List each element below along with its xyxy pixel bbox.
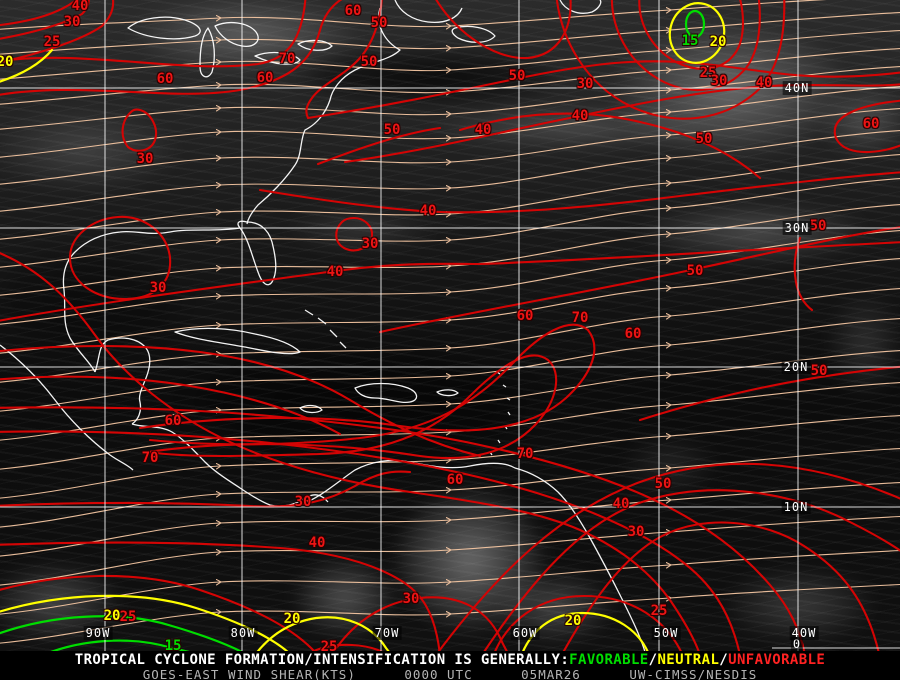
caption-headline: TROPICAL CYCLONE FORMATION/INTENSIFICATI…: [0, 652, 900, 668]
low-shear-contours-layer: [0, 2, 726, 653]
unfavorable-label: UNFAVORABLE: [728, 652, 826, 668]
caption-bar: TROPICAL CYCLONE FORMATION/INTENSIFICATI…: [0, 651, 900, 680]
streamlines-layer: [0, 0, 900, 644]
neutral-label: NEUTRAL: [657, 652, 720, 668]
shear-contours-layer: [0, 0, 900, 653]
slash-2: /: [719, 652, 729, 668]
caption-details: GOES-EAST WIND SHEAR(KTS) 0000 UTC 05MAR…: [0, 667, 900, 680]
source-credit: UW-CIMSS/NESDIS: [629, 667, 758, 680]
gridlines-layer: [0, 0, 900, 651]
slash-1: /: [648, 652, 658, 668]
map-vector-layer: [0, 0, 900, 653]
product-name: GOES-EAST WIND SHEAR(KTS): [142, 667, 356, 680]
favorable-label: FAVORABLE: [569, 652, 649, 668]
valid-date: 05MAR26: [521, 667, 581, 680]
coastlines-layer: [0, 0, 646, 653]
caption-prefix: TROPICAL CYCLONE FORMATION/INTENSIFICATI…: [74, 652, 570, 668]
valid-time: 0000 UTC: [404, 667, 473, 680]
